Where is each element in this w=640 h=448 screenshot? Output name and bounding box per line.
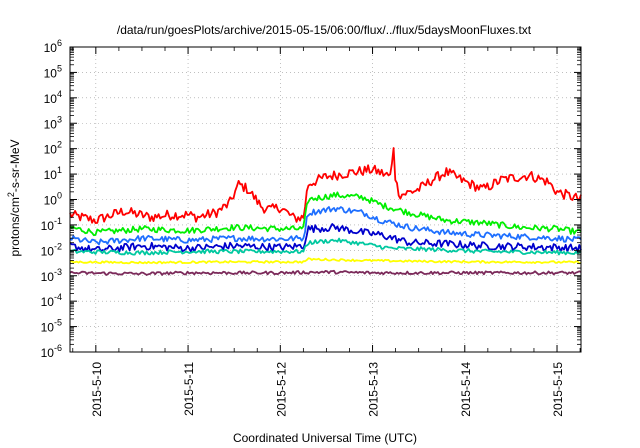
x-tick-label: 2015-5-11 xyxy=(182,362,196,416)
y-tick-label: 103 xyxy=(44,114,62,131)
x-tick-label: 2015-5-15 xyxy=(551,362,565,417)
y-tick-label-exponent: 5 xyxy=(57,63,62,73)
y-tick-label: 10-6 xyxy=(41,343,62,360)
y-tick-label: 10-5 xyxy=(41,318,62,335)
series-line-6 xyxy=(69,257,582,265)
y-axis-label-main: protons/cm xyxy=(8,197,22,256)
series-lines xyxy=(69,147,582,276)
y-tick-label-base: 10 xyxy=(44,66,58,80)
y-tick-label-exponent: -3 xyxy=(54,267,62,277)
y-tick-label-exponent: 2 xyxy=(57,140,62,150)
y-tick-label: 10-2 xyxy=(41,241,62,258)
y-tick-label-exponent: -4 xyxy=(54,292,62,302)
x-tick-label: 2015-5-10 xyxy=(90,362,104,417)
y-tick-label-exponent: -6 xyxy=(54,343,62,353)
y-tick-label-exponent: 3 xyxy=(57,114,62,124)
y-tick-label: 101 xyxy=(44,165,62,182)
y-tick-label-base: 10 xyxy=(41,321,55,335)
x-tick-label: 2015-5-14 xyxy=(459,362,473,417)
series-line-7 xyxy=(69,269,582,276)
y-tick-label-base: 10 xyxy=(44,143,58,157)
x-axis-ticks: 2015-5-10 2015-5-11 2015-5-12 2015-5-13 2015… xyxy=(72,47,581,417)
y-tick-label-base: 10 xyxy=(41,219,55,233)
y-axis-label: protons/cm2-s-sr-MeV xyxy=(6,139,22,256)
y-tick-label: 105 xyxy=(44,63,62,80)
y-tick-label-exponent: 6 xyxy=(57,38,62,48)
y-tick-label-base: 10 xyxy=(44,168,58,182)
y-tick-label-base: 10 xyxy=(41,346,55,360)
y-axis-label-tail: -s-sr-MeV xyxy=(8,139,22,192)
y-tick-label-exponent: 0 xyxy=(57,191,62,201)
y-tick-label: 100 xyxy=(44,191,62,208)
y-tick-label-exponent: -2 xyxy=(54,241,62,251)
y-tick-label: 10-3 xyxy=(41,267,62,284)
chart-title: /data/run/goesPlots/archive/2015-05-15/0… xyxy=(117,23,532,37)
y-axis-label-superscript: 2 xyxy=(6,192,16,197)
y-tick-label: 10-4 xyxy=(41,292,62,309)
y-tick-label-base: 10 xyxy=(41,295,55,309)
y-tick-label-exponent: -1 xyxy=(54,216,62,226)
x-tick-label: 2015-5-13 xyxy=(367,362,381,417)
y-tick-label-exponent: -5 xyxy=(54,318,62,328)
y-tick-label: 102 xyxy=(44,140,62,157)
x-tick-label: 2015-5-12 xyxy=(274,362,288,417)
y-tick-label-base: 10 xyxy=(44,92,58,106)
y-tick-label-base: 10 xyxy=(44,117,58,131)
y-tick-label: 10-1 xyxy=(41,216,62,233)
y-tick-label-exponent: 4 xyxy=(57,89,62,99)
y-axis-ticks: 10-610-510-410-310-210-11001011021031041… xyxy=(41,38,581,360)
x-axis-label: Coordinated Universal Time (UTC) xyxy=(233,431,417,445)
series-line-4 xyxy=(69,223,582,253)
y-tick-label-exponent: 1 xyxy=(57,165,62,175)
y-tick-label-base: 10 xyxy=(44,194,58,208)
y-tick-label-base: 10 xyxy=(41,244,55,258)
y-tick-label-base: 10 xyxy=(44,41,58,55)
series-line-5 xyxy=(69,237,582,256)
y-tick-label: 106 xyxy=(44,38,62,55)
series-line-3 xyxy=(69,206,582,246)
series-line-2 xyxy=(69,191,582,237)
series-line-1 xyxy=(69,147,582,224)
y-tick-label: 104 xyxy=(44,89,62,106)
y-tick-label-base: 10 xyxy=(41,270,55,284)
